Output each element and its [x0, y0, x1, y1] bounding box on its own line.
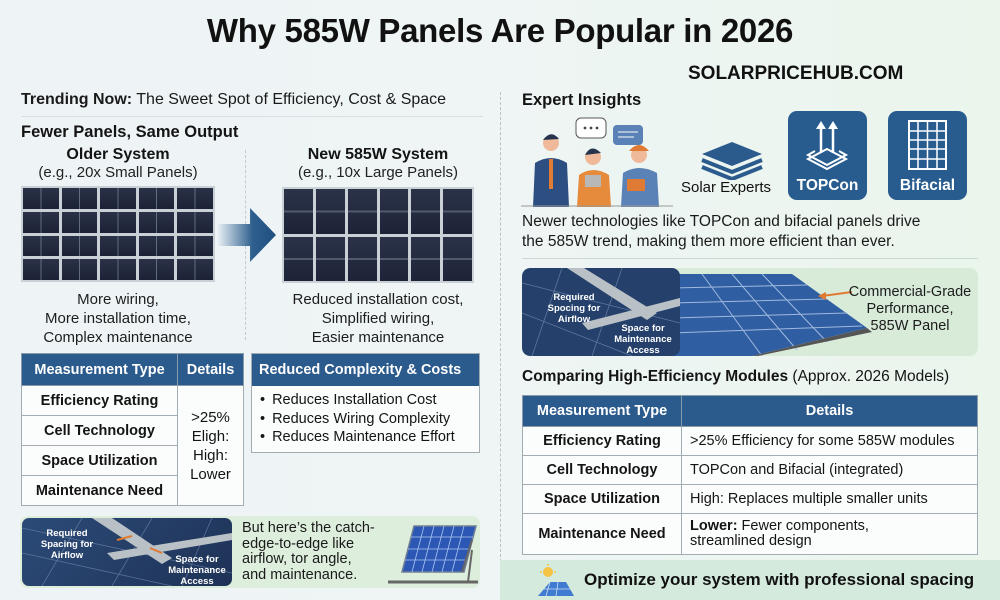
list-item: Reduces Installation Cost [260, 391, 472, 410]
bifacial-tile: Bifacial [888, 111, 967, 200]
catch-callout: Required Spacing for Airflow Space for M… [20, 516, 480, 588]
table-cell: Efficiency Rating [21, 385, 178, 416]
access-label: Space for Maintenance Access [614, 323, 672, 356]
layers-stack-icon [701, 142, 763, 180]
table-cell: Cell Technology [522, 455, 682, 485]
list-item: Reduces Maintenance Effort [260, 428, 472, 447]
table-cell: TOPCon and Bifacial (integrated) [681, 455, 978, 485]
insight-text: Newer technologies like TOPCon and bifac… [522, 213, 921, 250]
topcon-label: TOPCon [796, 177, 859, 194]
comparison-table: Measurement Type Details Efficiency Rati… [522, 395, 978, 555]
trending-label: Trending Now: [21, 91, 133, 108]
comparison-title-rest: (Approx. 2026 Models) [788, 368, 950, 385]
table-row: Space Utilization High: Replaces multipl… [522, 484, 978, 514]
table-header: Measurement Type [21, 353, 178, 386]
table-cell: Lower: Fewer components, streamlined des… [681, 513, 978, 555]
access-label: Space for Maintenance Access [168, 554, 226, 586]
table-header: Details [177, 353, 244, 386]
list-item: Reduces Wiring Complexity [260, 410, 472, 429]
older-system-title: Older System [66, 146, 170, 163]
comparison-title-bold: Comparing High-Efficiency Modules [522, 368, 789, 385]
table-cell: Efficiency Rating [522, 426, 682, 456]
solar-house-icon [538, 564, 574, 597]
banner-text: Optimize your system with professional s… [584, 570, 975, 589]
column-divider [500, 92, 501, 562]
commercial-grade-callout: Commercial-Grade Performance, 585W Panel [848, 284, 972, 334]
table-header: Measurement Type [522, 395, 682, 427]
rooftop-panels-image: Required Spocing for Airflow Space for M… [522, 268, 978, 356]
trending-heading: Trending Now: The Sweet Spot of Efficien… [21, 91, 446, 109]
topcon-arrows-icon [805, 121, 849, 171]
new-system-description: Reduced installation cost, Simplified wir… [292, 291, 464, 346]
table-header: Details [681, 395, 978, 427]
comparison-title: Comparing High-Efficiency Modules (Appro… [522, 368, 949, 386]
details-merged-cell: >25% Eligh: High: Lower [177, 385, 244, 506]
divider [21, 116, 483, 117]
spacing-diagram-image: Required Spacing for Airflow Space for M… [22, 518, 232, 586]
airflow-label: Required Spacing for Airflow [40, 528, 94, 561]
site-watermark: SOLARPRICEHUB.COM [688, 63, 904, 84]
tilted-panel-image [388, 525, 478, 584]
reduced-complexity-box: Reduced Complexity & Costs Reduces Insta… [251, 353, 480, 453]
table-cell: High: Replaces multiple smaller units [681, 484, 978, 514]
table-cell: Space Utilization [21, 445, 178, 476]
new-panel-grid-image [282, 187, 474, 283]
reduced-complexity-title: Reduced Complexity & Costs [252, 354, 479, 386]
solar-experts-label: Solar Experts [681, 179, 772, 196]
catch-text: But here’s the catch-edge-to-edge like a… [242, 520, 375, 583]
left-measurement-table: Measurement Type Details Efficiency Rati… [21, 353, 244, 506]
older-panel-grid-image [21, 186, 215, 282]
older-system-description: More wiring, More installation time, Compl… [43, 291, 193, 346]
solar-experts-illustration [521, 117, 673, 207]
table-cell: Cell Technology [21, 415, 178, 446]
older-system-subtitle: (e.g., 20x Small Panels) [38, 164, 198, 181]
table-row: Maintenance Need Lower: Fewer components… [522, 513, 978, 555]
new-system-subtitle: (e.g., 10x Large Panels) [297, 164, 459, 181]
bifacial-label: Bifacial [899, 177, 956, 194]
divider [522, 258, 978, 259]
table-row: Efficiency Rating >25% Efficiency for so… [522, 426, 978, 456]
expert-insights-title: Expert Insights [522, 91, 642, 109]
table-cell: >25% Efficiency for some 585W modules [681, 426, 978, 456]
table-row: Cell Technology TOPCon and Bifacial (int… [522, 455, 978, 485]
trending-text: The Sweet Spot of Efficiency, Cost & Spa… [132, 91, 447, 108]
arrow-right-icon [218, 208, 276, 262]
airflow-label: Required Spocing for Airflow [547, 292, 601, 325]
table-cell: Space Utilization [522, 484, 682, 514]
page-title: Why 585W Panels Are Popular in 2026 [206, 12, 794, 49]
table-cell: Maintenance Need [522, 513, 682, 555]
topcon-tile: TOPCon [788, 111, 867, 200]
bifacial-panel-icon [908, 120, 947, 170]
table-cell: Maintenance Need [21, 475, 178, 506]
bottom-banner: Optimize your system with professional s… [500, 560, 1000, 600]
section-title-fewer-panels: Fewer Panels, Same Output [21, 123, 239, 141]
new-system-title: New 585W System [307, 146, 449, 163]
